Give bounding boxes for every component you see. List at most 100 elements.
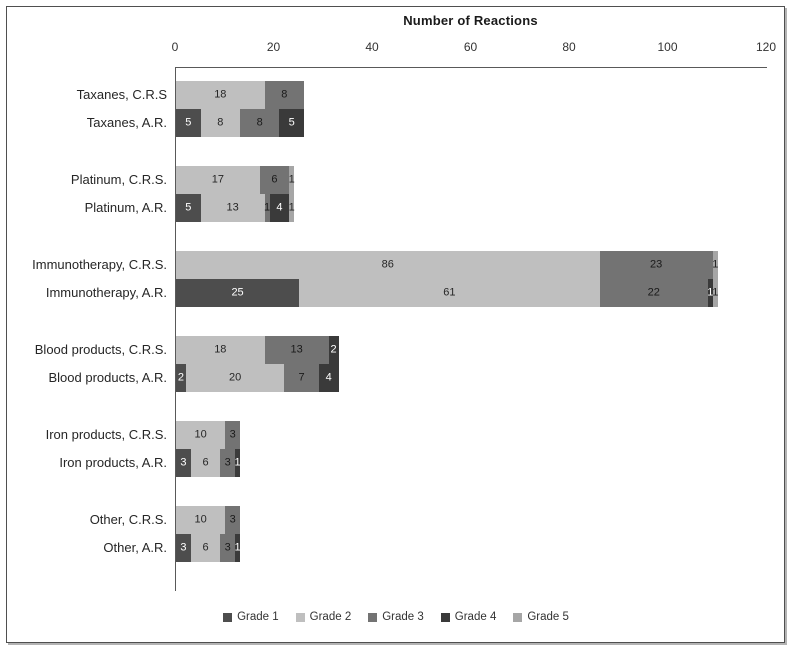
legend-swatch-icon bbox=[223, 612, 233, 622]
bar-segment-value: 4 bbox=[325, 371, 332, 384]
category-label: Taxanes, A.R. bbox=[86, 115, 167, 130]
bar-segment-value: 8 bbox=[217, 116, 224, 129]
bar-segment-value: 20 bbox=[228, 371, 242, 384]
category-label: Iron products, C.R.S. bbox=[45, 427, 167, 442]
bar-segment-value: 1 bbox=[288, 173, 295, 186]
stacked-bar: 18 8 bbox=[176, 81, 305, 109]
category-label: Immunotherapy, C.R.S. bbox=[32, 257, 167, 272]
bar-segment: 5 bbox=[176, 109, 201, 137]
x-axis-tick-label: 0 bbox=[171, 40, 179, 54]
legend-label: Grade 5 bbox=[527, 611, 569, 623]
bar-segment-value: 18 bbox=[214, 343, 227, 356]
legend-swatch-icon bbox=[440, 612, 450, 622]
bar-segment: 4 bbox=[318, 364, 339, 392]
category-label: Platinum, C.R.S. bbox=[70, 172, 167, 187]
bar-segment-value: 10 bbox=[194, 513, 207, 526]
bar-segment-value: 1 bbox=[712, 286, 719, 299]
bar-segment: 8 bbox=[264, 81, 305, 109]
bar-segment: 22 bbox=[599, 279, 708, 307]
stacked-bar: 17 6 1 bbox=[176, 166, 295, 194]
x-axis-tick-label: 100 bbox=[657, 40, 678, 54]
legend-label: Grade 3 bbox=[382, 611, 424, 623]
bar-segment-value: 6 bbox=[202, 541, 209, 554]
bar-segment-value: 8 bbox=[256, 116, 263, 129]
bar-segment: 10 bbox=[176, 421, 226, 449]
bar-segment: 3 bbox=[225, 506, 241, 534]
bar-segment: 1 bbox=[288, 194, 295, 222]
bar-segment: 13 bbox=[200, 194, 265, 222]
bar-segment: 3 bbox=[220, 534, 236, 562]
bar-segment: 10 bbox=[176, 506, 226, 534]
bar-segment: 3 bbox=[176, 534, 191, 562]
legend: Grade 1 Grade 2 Grade 3 Grade 4 Grade 5 bbox=[0, 611, 792, 623]
bar-segment: 6 bbox=[259, 166, 290, 194]
chart-frame-border bbox=[6, 6, 785, 643]
y-axis-line bbox=[175, 67, 176, 591]
category-label: Blood products, C.R.S. bbox=[34, 342, 167, 357]
bar-segment-value: 1 bbox=[264, 201, 271, 214]
bar-segment: 1 bbox=[288, 166, 295, 194]
bar-segment: 25 bbox=[176, 279, 300, 307]
legend-item: Grade 5 bbox=[513, 611, 569, 623]
bar-segment-value: 13 bbox=[290, 343, 303, 356]
legend-item: Grade 2 bbox=[295, 611, 352, 623]
category-label: Platinum, A.R. bbox=[84, 200, 167, 215]
bar-segment-value: 2 bbox=[330, 343, 337, 356]
bar-segment: 18 bbox=[176, 336, 265, 364]
bar-segment: 3 bbox=[220, 449, 236, 477]
bar-segment-value: 25 bbox=[231, 286, 244, 299]
stacked-bar: 2 20 7 4 bbox=[176, 364, 339, 392]
bar-segment: 8 bbox=[200, 109, 241, 137]
x-axis-tick-label: 40 bbox=[365, 40, 379, 54]
category-label: Blood products, A.R. bbox=[48, 370, 167, 385]
bar-segment-value: 3 bbox=[229, 428, 236, 441]
bar-segment-value: 13 bbox=[226, 201, 239, 214]
category-label: Other, A.R. bbox=[103, 540, 167, 555]
legend-item: Grade 4 bbox=[440, 611, 496, 623]
x-axis-tick-label: 120 bbox=[755, 40, 777, 54]
legend-label: Grade 2 bbox=[309, 611, 352, 623]
bar-segment: 1 bbox=[712, 279, 719, 307]
bar-segment-value: 3 bbox=[180, 456, 187, 469]
bar-segment: 1 bbox=[264, 194, 271, 222]
bar-segment-value: 2 bbox=[177, 371, 184, 384]
bar-segment-value: 1 bbox=[288, 201, 295, 214]
chart-title: Number of Reactions bbox=[403, 13, 538, 28]
x-axis-line bbox=[175, 67, 767, 68]
category-label: Iron products, A.R. bbox=[59, 455, 167, 470]
legend-item: Grade 1 bbox=[223, 611, 279, 623]
bar-segment: 86 bbox=[176, 251, 600, 279]
bar-segment-value: 5 bbox=[185, 116, 192, 129]
bar-segment: 20 bbox=[185, 364, 285, 392]
category-label: Taxanes, C.R.S bbox=[76, 87, 167, 102]
bar-segment: 1 bbox=[707, 279, 713, 307]
bar-segment-value: 3 bbox=[180, 541, 187, 554]
bar-segment-value: 61 bbox=[443, 286, 456, 299]
category-label: Other, C.R.S. bbox=[89, 512, 167, 527]
bar-segment-value: 18 bbox=[214, 88, 227, 101]
bar-segment: 1 bbox=[234, 449, 241, 477]
bar-segment-value: 17 bbox=[211, 173, 224, 186]
bar-segment-value: 5 bbox=[185, 201, 192, 214]
bar-segment-value: 10 bbox=[194, 428, 207, 441]
legend-swatch-icon bbox=[295, 612, 305, 622]
bar-segment: 1 bbox=[234, 534, 241, 562]
bar-segment: 17 bbox=[176, 166, 260, 194]
stacked-bar: 18 13 2 bbox=[176, 336, 339, 364]
bar-segment-value: 8 bbox=[281, 88, 288, 101]
bar-segment-value: 4 bbox=[276, 201, 283, 214]
bar-segment: 18 bbox=[176, 81, 265, 109]
bar-segment: 6 bbox=[190, 449, 221, 477]
legend-swatch-icon bbox=[513, 612, 523, 622]
bar-segment: 2 bbox=[176, 364, 186, 392]
stacked-bar: 25 61 22 1 1 bbox=[176, 279, 718, 307]
bar-segment-value: 3 bbox=[229, 513, 236, 526]
stacked-bar: 10 3 bbox=[176, 421, 241, 449]
stacked-bar: 5 13 1 4 1 bbox=[176, 194, 295, 222]
bar-segment-value: 3 bbox=[224, 456, 231, 469]
bar-segment: 5 bbox=[176, 194, 201, 222]
bar-segment-value: 23 bbox=[650, 258, 663, 271]
bar-segment: 23 bbox=[599, 251, 713, 279]
